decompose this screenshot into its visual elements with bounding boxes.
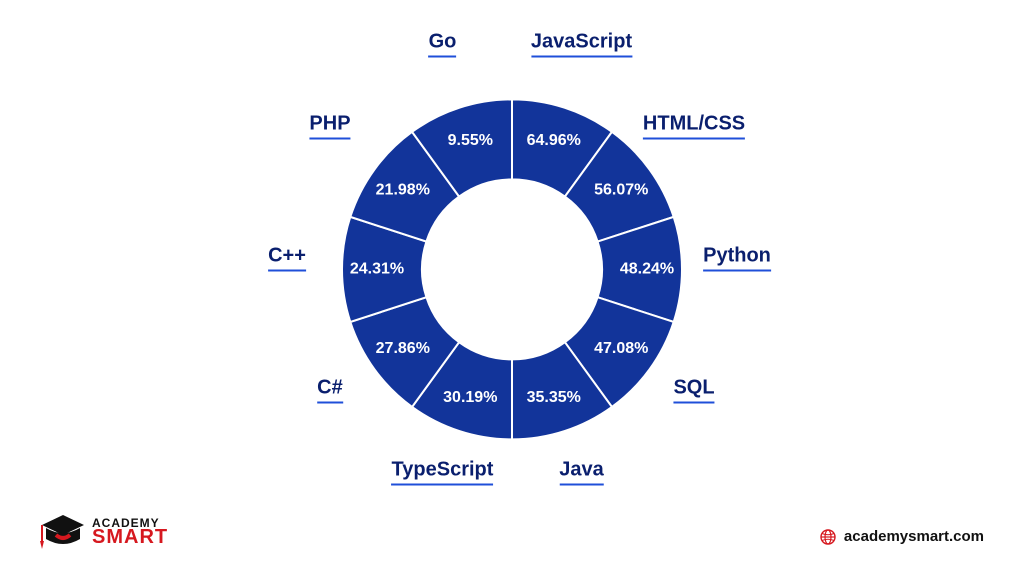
segment-value: 47.08% xyxy=(594,339,648,356)
segment-name: Java xyxy=(559,458,604,485)
site-link: academysmart.com xyxy=(820,528,984,545)
segment-name: TypeScript xyxy=(392,458,494,485)
donut-chart: 64.96% 56.07% 48.24% 47.08% 35.35% 30.19% 27.8… xyxy=(336,93,688,445)
segment-name: JavaScript xyxy=(531,31,632,58)
segment-value: 21.98% xyxy=(376,181,430,198)
segment-name: C# xyxy=(317,377,343,404)
site-text: academysmart.com xyxy=(844,528,984,545)
segment-value: 64.96% xyxy=(527,132,581,149)
globe-icon xyxy=(820,529,836,545)
segment-value: 35.35% xyxy=(527,389,581,406)
segment-name: HTML/CSS xyxy=(643,112,745,139)
segment-value: 24.31% xyxy=(350,260,404,277)
segment-name: C++ xyxy=(268,245,306,272)
brand-logo: ACADEMY SMART xyxy=(40,513,168,551)
segment-name: Python xyxy=(703,245,771,272)
stage: 64.96% 56.07% 48.24% 47.08% 35.35% 30.19% 27.8… xyxy=(0,0,1024,573)
segment-value: 9.55% xyxy=(448,132,493,149)
segment-value: 30.19% xyxy=(443,389,497,406)
segment-value: 48.24% xyxy=(620,260,674,277)
segment-name: PHP xyxy=(309,112,350,139)
segment-value: 56.07% xyxy=(594,181,648,198)
segment-value: 27.86% xyxy=(376,339,430,356)
brand-logo-text: ACADEMY SMART xyxy=(92,518,168,547)
grad-cap-icon xyxy=(40,513,86,551)
segment-name: Go xyxy=(429,31,457,58)
brand-logo-bottom: SMART xyxy=(92,528,168,546)
segment-name: SQL xyxy=(673,377,714,404)
